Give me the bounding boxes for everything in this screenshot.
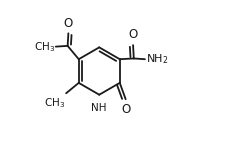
Text: CH$_3$: CH$_3$ bbox=[44, 96, 66, 110]
Text: O: O bbox=[128, 28, 138, 41]
Text: CH$_3$: CH$_3$ bbox=[34, 40, 55, 54]
Text: NH$_2$: NH$_2$ bbox=[146, 52, 168, 66]
Text: NH: NH bbox=[91, 103, 107, 113]
Text: O: O bbox=[122, 103, 131, 116]
Text: O: O bbox=[64, 17, 73, 30]
